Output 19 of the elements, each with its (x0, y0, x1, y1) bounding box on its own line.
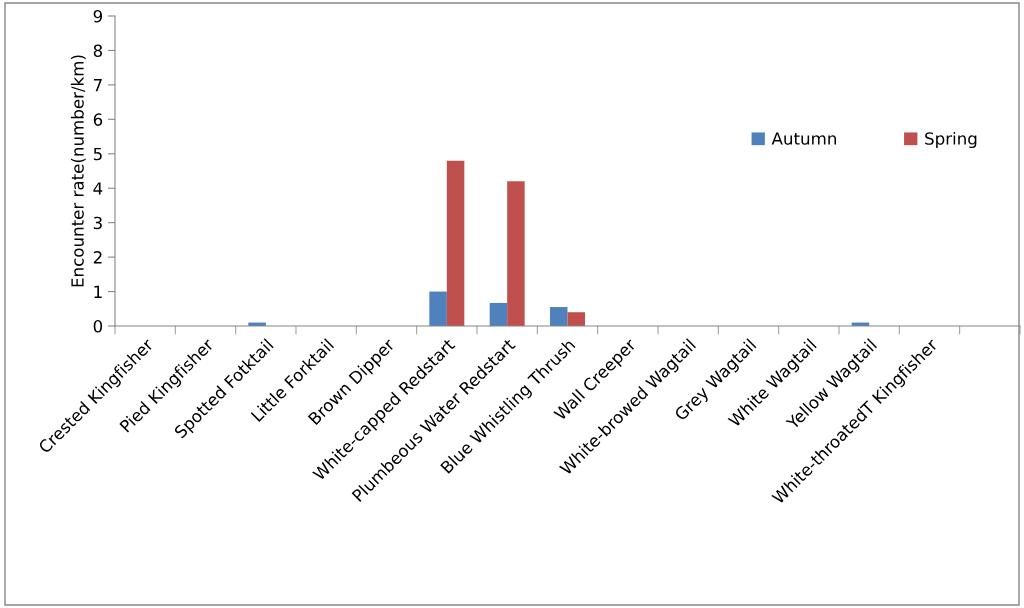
bar (507, 181, 525, 326)
y-tick-label: 6 (93, 113, 103, 126)
y-tick-label: 4 (93, 182, 103, 195)
y-axis-title: Encounter rate(number/km) (70, 55, 86, 287)
legend-label: Autumn (771, 132, 836, 145)
y-tick-label: 3 (93, 216, 102, 230)
y-tick-label: 2 (93, 251, 102, 264)
bar (429, 291, 447, 326)
y-tick-label: 1 (94, 285, 102, 298)
y-tick-label: 0 (93, 319, 103, 333)
bar (446, 160, 465, 326)
y-tick-label: 7 (93, 79, 102, 92)
legend-label: Spring (925, 131, 977, 149)
y-tick-label: 8 (93, 44, 103, 58)
y-tick-label: 5 (93, 147, 102, 161)
bar (550, 307, 568, 326)
bar (567, 312, 585, 326)
y-tick-label: 9 (93, 9, 103, 23)
bar (489, 302, 508, 326)
